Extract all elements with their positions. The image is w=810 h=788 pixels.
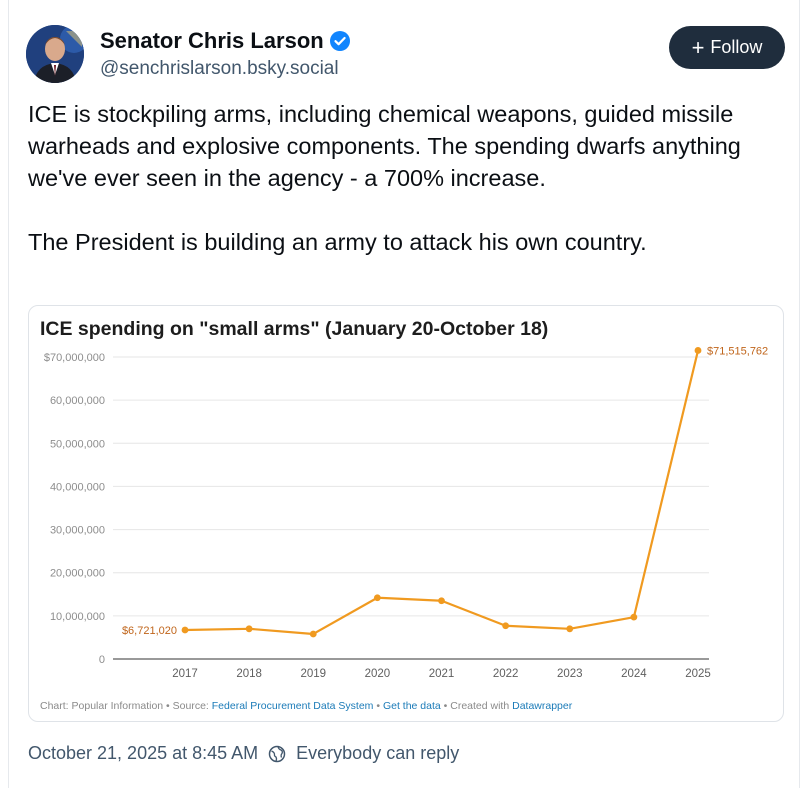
- post-paragraph-1: ICE is stockpiling arms, including chemi…: [28, 101, 741, 191]
- footer-sep-1: •: [373, 700, 383, 712]
- author-handle[interactable]: @senchrislarson.bsky.social: [100, 58, 339, 79]
- post-text: ICE is stockpiling arms, including chemi…: [28, 98, 788, 258]
- x-tick-label: 2019: [300, 668, 326, 680]
- y-tick-label: 60,000,000: [50, 395, 105, 407]
- post-frame: [8, 0, 800, 788]
- data-point: [373, 594, 381, 602]
- data-point: [438, 597, 445, 605]
- chart-footer: Chart: Popular Information • Source: Fed…: [40, 700, 572, 712]
- plus-icon: +: [691, 34, 705, 60]
- globe-icon: [268, 745, 286, 762]
- data-label-last: $71,515,762: [707, 345, 768, 357]
- data-point: [694, 347, 702, 354]
- line-chart: 0 10,000,000 20,000,000 30,000,000 40,000,00…: [44, 345, 768, 680]
- y-tick-label: 10,000,000: [50, 611, 105, 623]
- datawrapper-link[interactable]: Datawrapper: [512, 700, 573, 712]
- x-tick-label: 2025: [685, 668, 711, 680]
- data-point: [630, 613, 638, 621]
- source-link[interactable]: Federal Procurement Data System: [211, 700, 374, 712]
- get-data-link[interactable]: Get the data: [382, 700, 441, 712]
- data-label-first: $6,721,020: [122, 625, 177, 637]
- footer-sep-2: • Created with: [440, 700, 513, 712]
- x-tick-label: 2021: [429, 668, 455, 680]
- post-paragraph-2: The President is building an army to att…: [28, 229, 647, 255]
- x-tick-label: 2023: [557, 668, 583, 680]
- data-point: [502, 622, 510, 630]
- y-tick-label: 0: [99, 654, 105, 666]
- verified-badge-icon: [329, 31, 350, 51]
- footer-prefix: Chart: Popular Information • Source:: [40, 700, 212, 712]
- series-line: [184, 350, 700, 636]
- author-name-row: Senator Chris Larson: [100, 28, 350, 54]
- y-tick-label: $70,000,000: [44, 352, 105, 364]
- y-tick-label: 50,000,000: [50, 438, 105, 450]
- reply-setting[interactable]: Everybody can reply: [296, 743, 460, 763]
- y-tick-label: 40,000,000: [50, 481, 105, 493]
- author-name[interactable]: Senator Chris Larson: [100, 28, 324, 53]
- y-tick-label: 30,000,000: [50, 525, 105, 537]
- follow-button-label: Follow: [710, 37, 763, 57]
- author-avatar[interactable]: [26, 25, 84, 83]
- x-tick-label: 2022: [493, 668, 519, 680]
- data-point: [181, 626, 189, 634]
- data-point: [309, 630, 317, 638]
- chart-embed[interactable]: ICE spending on "small arms" (January 20…: [28, 305, 784, 722]
- x-tick-label: 2020: [365, 668, 391, 680]
- follow-button[interactable]: + Follow: [669, 26, 785, 69]
- x-tick-label: 2024: [621, 668, 647, 680]
- y-tick-label: 20,000,000: [50, 568, 105, 580]
- data-point: [566, 625, 574, 633]
- data-point: [245, 625, 253, 633]
- post-meta: October 21, 2025 at 8:45 AM Everybody ca…: [28, 743, 459, 764]
- post-timestamp[interactable]: October 21, 2025 at 8:45 AM: [28, 743, 259, 763]
- x-tick-label: 2018: [236, 668, 262, 680]
- x-tick-label: 2017: [172, 668, 198, 680]
- chart-title: ICE spending on "small arms" (January 20…: [40, 318, 549, 340]
